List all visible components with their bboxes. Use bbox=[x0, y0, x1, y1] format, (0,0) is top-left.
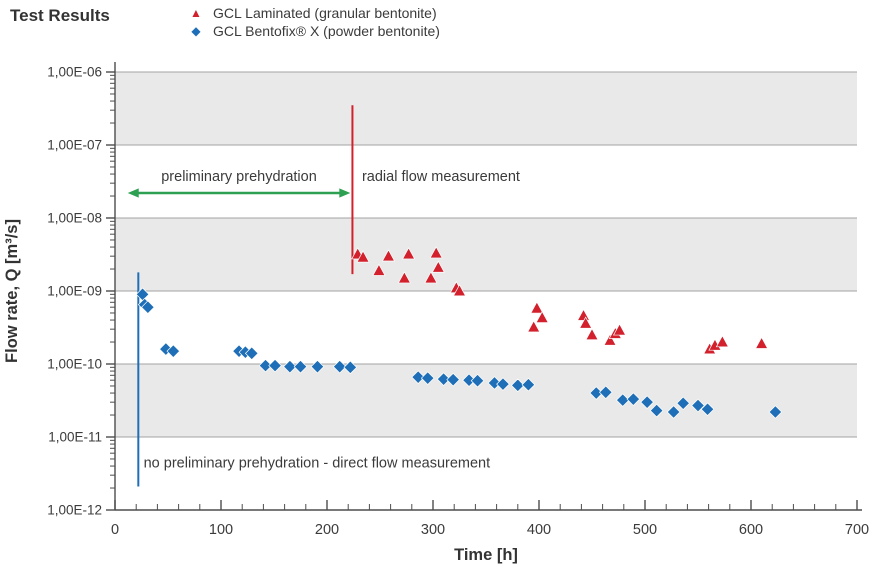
annotations: preliminary prehydration radial flow meas… bbox=[127, 105, 520, 487]
data-point-triangle-up bbox=[612, 323, 627, 336]
data-point-diamond bbox=[141, 300, 155, 314]
y-axis-title: Flow rate, Q [m³/s] bbox=[3, 219, 21, 363]
data-point-diamond bbox=[768, 405, 783, 419]
y-tick-label: 1,00E-11 bbox=[48, 430, 102, 445]
axes: 1,00E-06 1,00E-07 1,00E-08 1,00E-09 1,00E-10… bbox=[3, 62, 869, 564]
data-point-diamond bbox=[700, 402, 715, 417]
x-tick-label: 500 bbox=[633, 522, 657, 538]
data-point-diamond bbox=[598, 385, 613, 400]
data-point-triangle-up bbox=[576, 308, 591, 321]
series-gcl-laminated bbox=[351, 246, 769, 355]
data-point-triangle-up bbox=[397, 271, 411, 284]
data-point-triangle-up bbox=[356, 250, 370, 263]
data-point-diamond bbox=[487, 376, 502, 390]
x-tick-label: 700 bbox=[845, 522, 869, 538]
data-point-diamond bbox=[343, 360, 358, 375]
data-point-diamond bbox=[640, 395, 654, 409]
radial-flow-label: radial flow measurement bbox=[362, 169, 520, 185]
data-point-diamond bbox=[649, 403, 664, 418]
data-point-diamond bbox=[446, 372, 460, 387]
x-tick-label: 0 bbox=[111, 522, 119, 538]
diamond-marker-icon: ◆ bbox=[191, 24, 201, 38]
data-point-diamond bbox=[511, 378, 525, 393]
data-point-diamond bbox=[691, 398, 705, 413]
decade-band bbox=[115, 72, 857, 145]
data-point-triangle-up bbox=[381, 249, 396, 262]
arrow-right-head-icon bbox=[339, 188, 351, 198]
x-tick-label: 200 bbox=[315, 522, 339, 538]
decade-band bbox=[115, 364, 857, 437]
data-point-triangle-up bbox=[429, 246, 443, 259]
gridlines bbox=[115, 71, 857, 438]
data-point-triangle-up bbox=[424, 271, 438, 284]
data-point-diamond bbox=[293, 359, 308, 374]
legend-item-gcl-bentofix: ◆ GCL Bentofix® X (powder bentonite) bbox=[188, 23, 440, 40]
data-point-triangle-up bbox=[431, 260, 445, 273]
data-point-diamond bbox=[496, 377, 510, 391]
data-point-diamond bbox=[411, 370, 425, 384]
data-point-diamond bbox=[166, 344, 181, 358]
data-point-diamond bbox=[258, 358, 273, 373]
data-point-diamond bbox=[244, 346, 259, 361]
data-point-diamond bbox=[462, 373, 476, 387]
data-point-triangle-up bbox=[372, 263, 386, 276]
data-point-diamond bbox=[310, 359, 325, 374]
x-axis-title: Time [h] bbox=[454, 546, 518, 564]
data-point-triangle-up bbox=[530, 301, 544, 314]
shaded-bands bbox=[115, 72, 857, 437]
data-point-diamond bbox=[436, 372, 451, 386]
legend-item-gcl-laminated: ▲ GCL Laminated (granular bentonite) bbox=[188, 5, 440, 22]
y-tick-label: 1,00E-08 bbox=[47, 211, 102, 226]
data-point-diamond bbox=[283, 359, 297, 374]
data-point-diamond bbox=[676, 396, 690, 411]
decade-band bbox=[115, 218, 857, 291]
data-point-triangle-up bbox=[527, 320, 541, 333]
x-tick-label: 400 bbox=[527, 522, 551, 538]
data-point-triangle-up bbox=[715, 335, 729, 348]
data-point-diamond bbox=[420, 371, 435, 385]
data-point-triangle-up bbox=[452, 284, 467, 297]
series-gcl-bentofix bbox=[135, 287, 783, 419]
x-tick-label: 600 bbox=[739, 522, 763, 538]
legend-label-gcl-bentofix: GCL Bentofix® X (powder bentonite) bbox=[213, 23, 440, 39]
data-point-diamond bbox=[615, 393, 630, 407]
data-point-triangle-up bbox=[585, 328, 599, 341]
legend: ▲ GCL Laminated (granular bentonite) ◆ G… bbox=[188, 5, 440, 40]
y-tick-label: 1,00E-12 bbox=[47, 503, 102, 518]
y-tick-label: 1,00E-07 bbox=[47, 138, 102, 153]
data-point-triangle-up bbox=[755, 336, 769, 349]
data-point-triangle-up bbox=[535, 310, 549, 323]
data-point-triangle-up bbox=[579, 316, 593, 329]
y-tick-label: 1,00E-10 bbox=[47, 357, 102, 372]
no-prehydration-label: no preliminary prehydration - direct flo… bbox=[144, 456, 491, 472]
page-title: Test Results bbox=[10, 6, 110, 25]
data-point-diamond bbox=[521, 377, 536, 392]
data-point-diamond bbox=[666, 405, 681, 419]
legend-label-gcl-laminated: GCL Laminated (granular bentonite) bbox=[213, 5, 437, 21]
data-point-diamond bbox=[268, 358, 282, 373]
data-point-diamond bbox=[626, 392, 641, 406]
x-tick-label: 100 bbox=[209, 522, 233, 538]
arrow-left-head-icon bbox=[127, 188, 139, 198]
y-tick-label: 1,00E-09 bbox=[47, 284, 102, 299]
y-tick-label: 1,00E-06 bbox=[47, 65, 102, 80]
x-tick-label: 300 bbox=[421, 522, 445, 538]
triangle-up-marker-icon: ▲ bbox=[190, 6, 202, 20]
data-point-diamond bbox=[332, 359, 347, 374]
data-point-triangle-up bbox=[603, 333, 617, 346]
prehydration-label: preliminary prehydration bbox=[161, 169, 317, 185]
data-point-triangle-up bbox=[402, 247, 416, 260]
data-point-diamond bbox=[470, 373, 485, 388]
